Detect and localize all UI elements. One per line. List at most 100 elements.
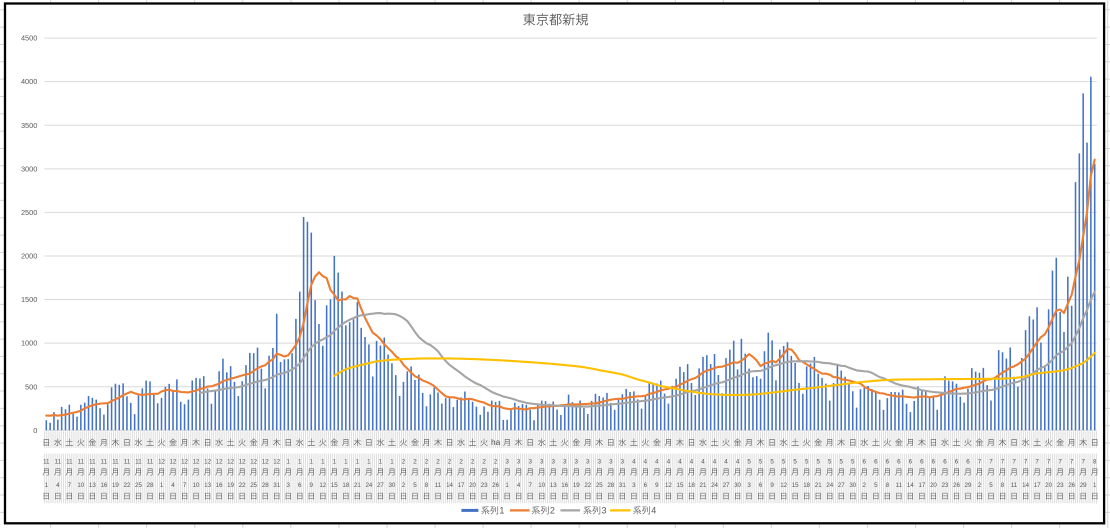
svg-text:1: 1 <box>321 459 325 466</box>
svg-text:15: 15 <box>331 482 338 489</box>
svg-text:12: 12 <box>181 459 188 466</box>
svg-text:20: 20 <box>469 482 476 489</box>
svg-text:14: 14 <box>1022 482 1029 489</box>
svg-text:26: 26 <box>492 482 499 489</box>
svg-text:18: 18 <box>342 482 349 489</box>
svg-text:14: 14 <box>446 482 453 489</box>
svg-text:25: 25 <box>596 482 603 489</box>
svg-text:7: 7 <box>1081 459 1085 466</box>
svg-text:9: 9 <box>655 482 659 489</box>
svg-text:500: 500 <box>25 382 37 391</box>
svg-text:11: 11 <box>112 459 119 466</box>
svg-text:11: 11 <box>78 459 85 466</box>
svg-text:1: 1 <box>310 459 314 466</box>
svg-text:7: 7 <box>68 482 72 489</box>
svg-text:9: 9 <box>310 482 314 489</box>
svg-text:5: 5 <box>782 459 786 466</box>
svg-text:2000: 2000 <box>21 252 37 261</box>
svg-text:3: 3 <box>575 459 579 466</box>
svg-text:7: 7 <box>989 459 993 466</box>
svg-text:11: 11 <box>43 459 50 466</box>
svg-text:6: 6 <box>943 459 947 466</box>
svg-text:18: 18 <box>688 482 695 489</box>
svg-text:3: 3 <box>609 459 613 466</box>
svg-text:21: 21 <box>354 482 361 489</box>
svg-text:3: 3 <box>621 459 625 466</box>
svg-text:17: 17 <box>458 482 465 489</box>
svg-text:26: 26 <box>1068 482 1075 489</box>
svg-text:23: 23 <box>1057 482 1064 489</box>
svg-text:6: 6 <box>897 459 901 466</box>
svg-text:29: 29 <box>1080 482 1087 489</box>
svg-text:4: 4 <box>171 482 175 489</box>
svg-text:12: 12 <box>158 459 165 466</box>
svg-text:7: 7 <box>528 482 532 489</box>
svg-text:23: 23 <box>481 482 488 489</box>
svg-text:31: 31 <box>619 482 626 489</box>
svg-text:22: 22 <box>584 482 591 489</box>
svg-text:28: 28 <box>607 482 614 489</box>
svg-text:27: 27 <box>838 482 845 489</box>
svg-text:5: 5 <box>770 459 774 466</box>
svg-text:31: 31 <box>273 482 280 489</box>
svg-text:11: 11 <box>124 459 131 466</box>
svg-text:13: 13 <box>204 482 211 489</box>
svg-text:10: 10 <box>193 482 200 489</box>
svg-text:12: 12 <box>239 459 246 466</box>
svg-text:4: 4 <box>651 506 656 516</box>
svg-text:15: 15 <box>792 482 799 489</box>
svg-text:6: 6 <box>909 459 913 466</box>
svg-text:19: 19 <box>112 482 119 489</box>
svg-text:5: 5 <box>851 459 855 466</box>
svg-text:5: 5 <box>759 459 763 466</box>
svg-text:4: 4 <box>713 459 717 466</box>
svg-text:30: 30 <box>734 482 741 489</box>
svg-text:30: 30 <box>849 482 856 489</box>
svg-text:6: 6 <box>298 482 302 489</box>
svg-text:14: 14 <box>907 482 914 489</box>
svg-text:10: 10 <box>538 482 545 489</box>
svg-text:3500: 3500 <box>21 121 37 130</box>
svg-text:27: 27 <box>377 482 384 489</box>
svg-text:3: 3 <box>586 459 590 466</box>
svg-text:28: 28 <box>262 482 269 489</box>
svg-text:13: 13 <box>89 482 96 489</box>
svg-text:18: 18 <box>803 482 810 489</box>
svg-text:2: 2 <box>494 459 498 466</box>
svg-text:3: 3 <box>505 459 509 466</box>
svg-text:27: 27 <box>723 482 730 489</box>
svg-text:7: 7 <box>978 459 982 466</box>
svg-text:4: 4 <box>517 482 521 489</box>
svg-text:12: 12 <box>216 459 223 466</box>
svg-text:3: 3 <box>563 459 567 466</box>
svg-text:2: 2 <box>459 459 463 466</box>
svg-text:17: 17 <box>918 482 925 489</box>
svg-text:10: 10 <box>77 482 84 489</box>
svg-text:11: 11 <box>101 459 108 466</box>
svg-text:8: 8 <box>425 482 429 489</box>
svg-text:11: 11 <box>55 459 62 466</box>
svg-text:6: 6 <box>644 482 648 489</box>
svg-text:8: 8 <box>886 482 890 489</box>
svg-text:6: 6 <box>759 482 763 489</box>
svg-text:6: 6 <box>920 459 924 466</box>
svg-text:7: 7 <box>1001 459 1005 466</box>
svg-text:2500: 2500 <box>21 208 37 217</box>
svg-text:4: 4 <box>632 459 636 466</box>
svg-text:5: 5 <box>816 459 820 466</box>
svg-text:4: 4 <box>736 459 740 466</box>
svg-text:1: 1 <box>287 459 291 466</box>
svg-text:11: 11 <box>135 459 142 466</box>
svg-text:3000: 3000 <box>21 164 37 173</box>
svg-text:24: 24 <box>365 482 372 489</box>
svg-text:22: 22 <box>124 482 131 489</box>
svg-text:7: 7 <box>183 482 187 489</box>
svg-text:5: 5 <box>989 482 993 489</box>
svg-text:1: 1 <box>505 482 509 489</box>
svg-text:16: 16 <box>216 482 223 489</box>
svg-text:1: 1 <box>298 459 302 466</box>
svg-text:5: 5 <box>840 459 844 466</box>
svg-text:1500: 1500 <box>21 295 37 304</box>
svg-text:23: 23 <box>941 482 948 489</box>
svg-text:2: 2 <box>863 482 867 489</box>
